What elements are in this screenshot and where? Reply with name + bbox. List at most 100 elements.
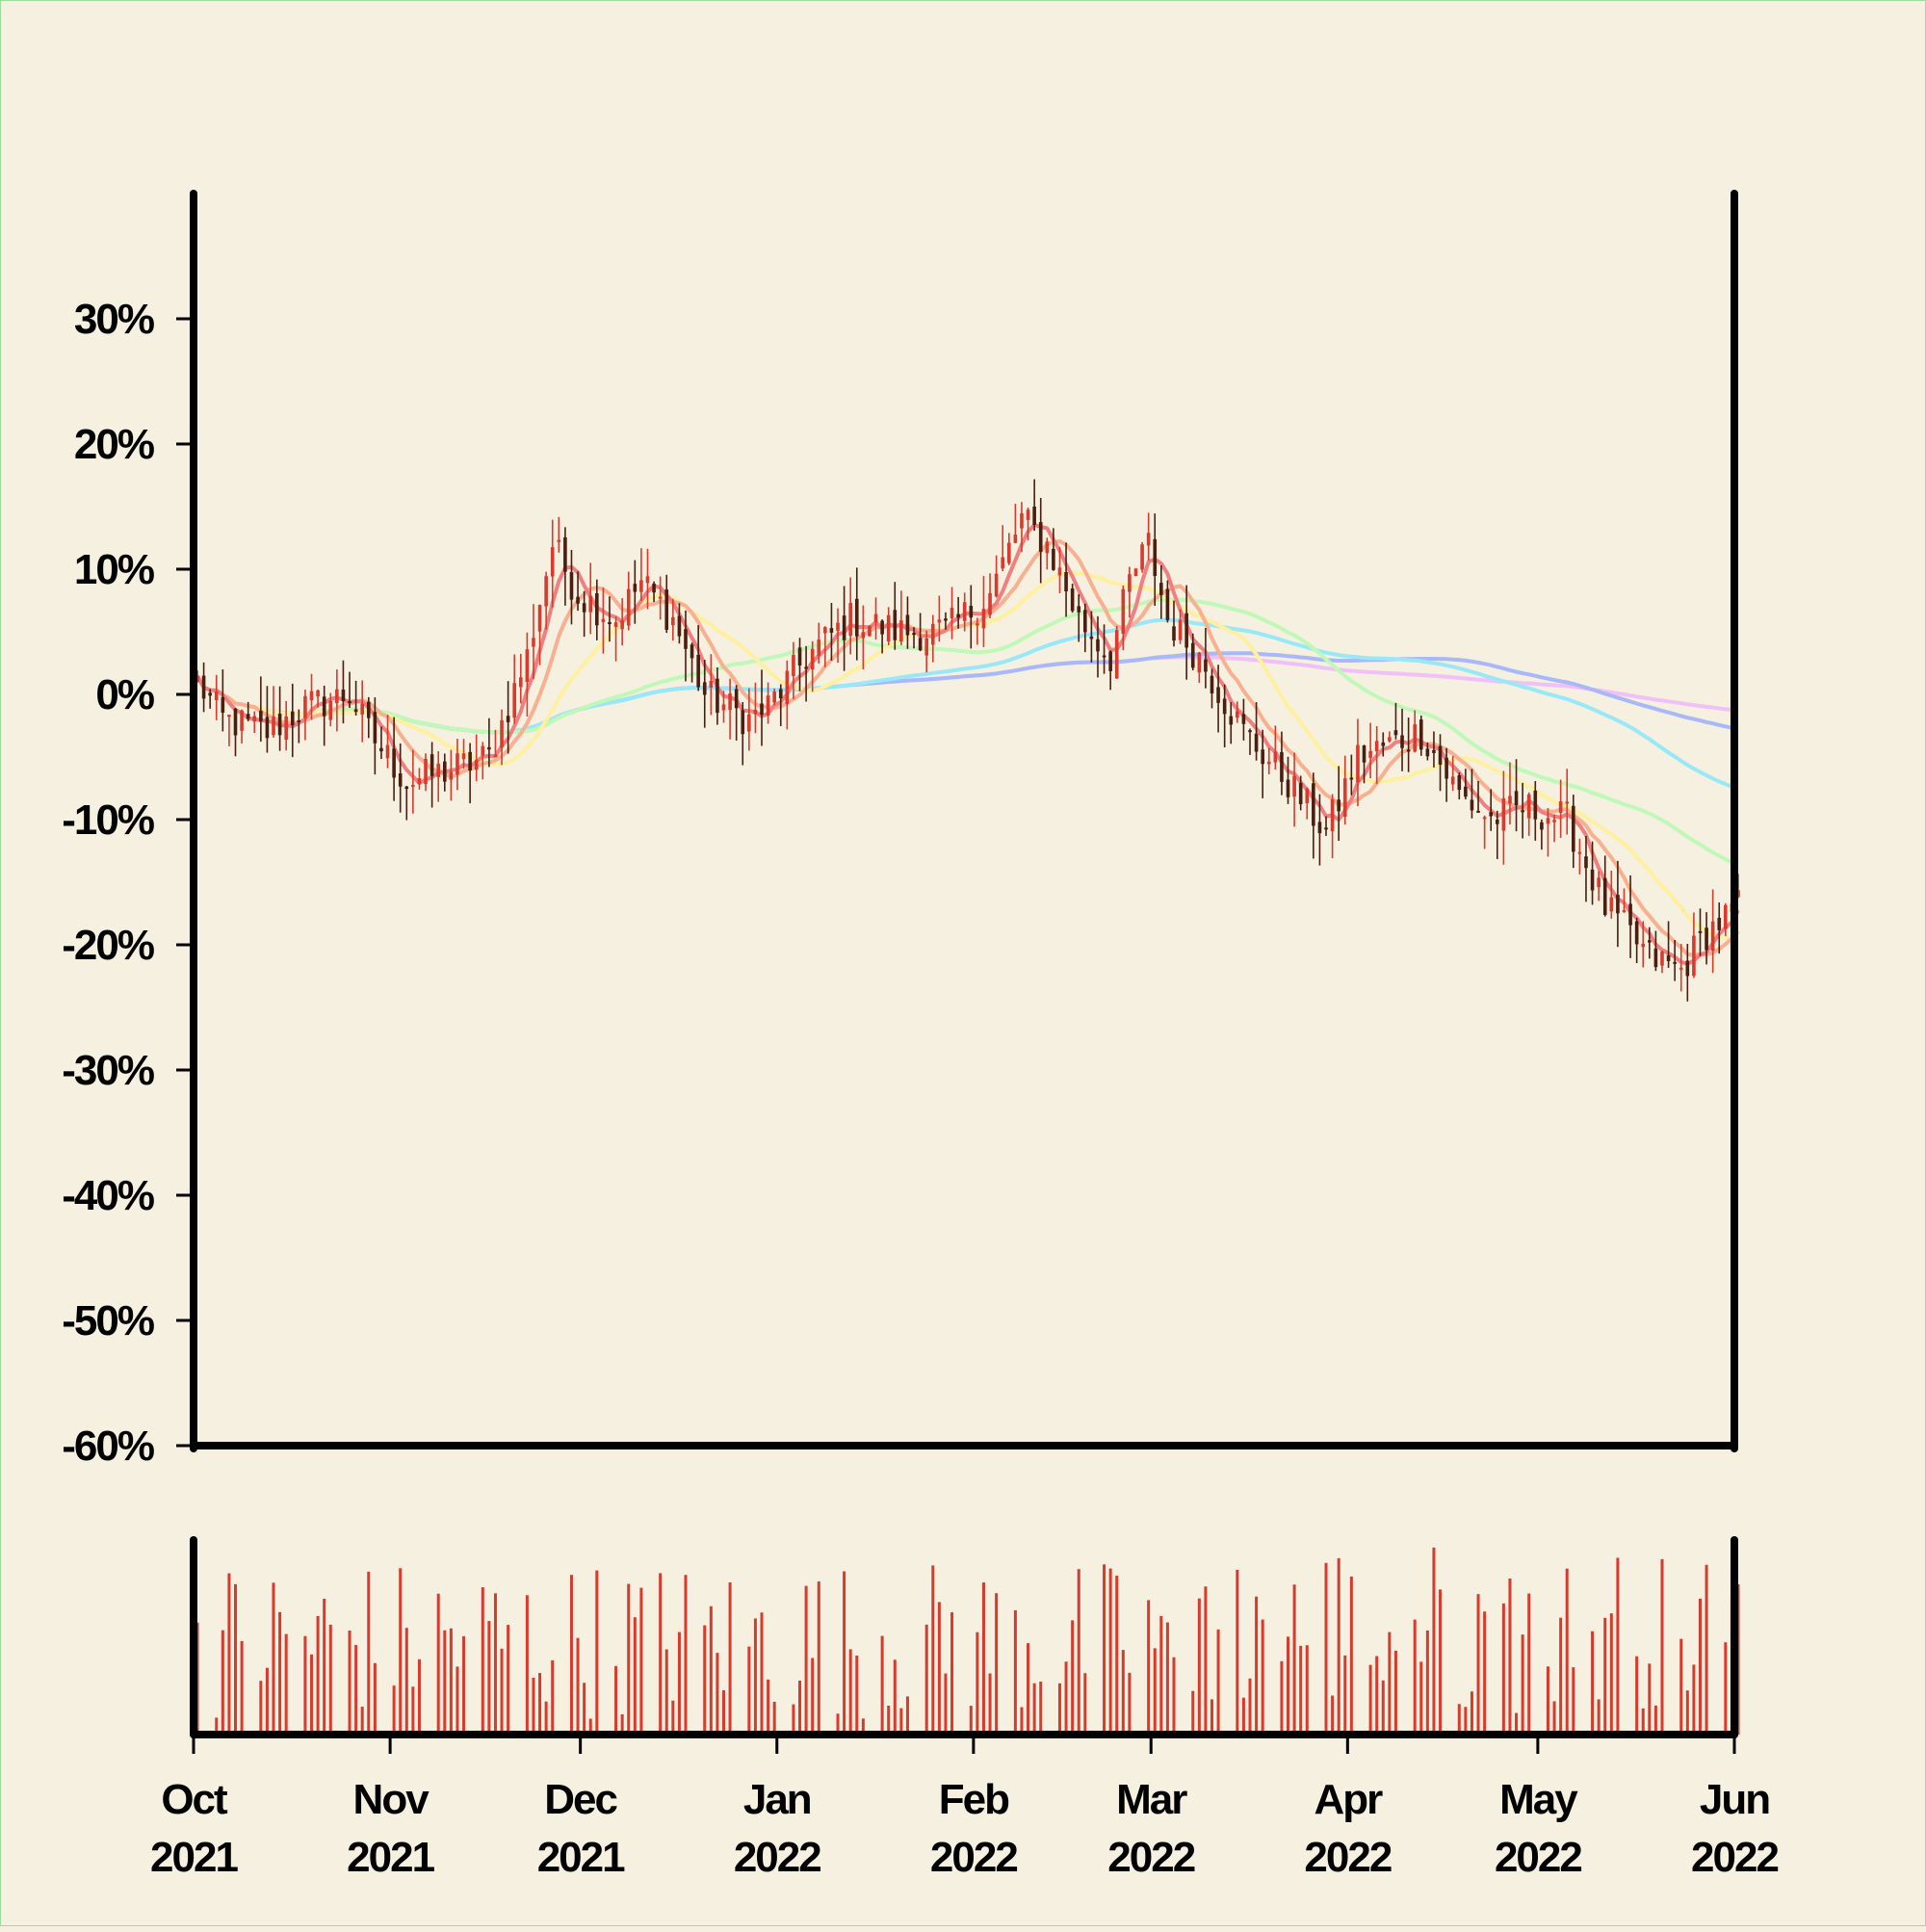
candle-body — [1400, 735, 1404, 748]
candle-body — [1362, 745, 1366, 763]
candle — [1393, 702, 1398, 740]
candle-body — [994, 573, 999, 597]
candle — [981, 576, 986, 647]
candle — [1444, 747, 1448, 802]
candle — [398, 743, 403, 813]
volume-bar — [1476, 1594, 1480, 1735]
candle — [411, 749, 415, 814]
candle — [1457, 772, 1462, 800]
volume-bar — [937, 1602, 941, 1735]
candle — [1374, 725, 1379, 784]
candle — [1717, 902, 1722, 954]
candle-body — [328, 700, 333, 720]
candle-body — [518, 677, 523, 688]
candle-body — [785, 670, 790, 705]
candle — [424, 753, 428, 792]
candle-body — [690, 644, 694, 659]
x-tick-month-label: Jan — [743, 1776, 811, 1823]
candle — [861, 605, 866, 670]
candle — [1273, 725, 1278, 770]
candle-body — [842, 615, 846, 640]
candle-body — [1273, 751, 1278, 763]
candle-body — [766, 695, 770, 716]
candle-body — [1197, 652, 1202, 673]
candle — [277, 686, 282, 751]
volume-bar — [234, 1583, 238, 1735]
candle — [1634, 918, 1639, 964]
candle — [1324, 816, 1328, 836]
volume-bar — [310, 1654, 314, 1735]
volume-bar — [348, 1631, 351, 1735]
candle-body — [595, 593, 599, 626]
candle — [1546, 808, 1550, 857]
volume-bar — [1616, 1557, 1620, 1735]
y-tick-label: -20% — [62, 922, 154, 969]
volume-bar — [399, 1568, 403, 1735]
volume-bar — [1591, 1631, 1595, 1735]
candle — [778, 684, 783, 726]
volume-bar — [1191, 1690, 1195, 1735]
candle-body — [944, 618, 948, 621]
y-tick-label: 30% — [74, 296, 154, 343]
candle — [1001, 525, 1005, 572]
candle — [1165, 580, 1170, 623]
candle — [1400, 708, 1404, 771]
candle-body — [1045, 541, 1050, 554]
candle — [1026, 507, 1030, 541]
candle — [309, 673, 314, 720]
candle — [246, 701, 250, 721]
candle-body — [817, 640, 821, 656]
candle-body — [1292, 775, 1296, 797]
candle — [1464, 769, 1468, 799]
candle-body — [341, 690, 346, 702]
candle-body — [1406, 749, 1411, 752]
volume-bar — [899, 1708, 903, 1735]
candle — [1540, 819, 1544, 850]
candle — [1698, 908, 1703, 956]
candle — [1590, 841, 1595, 905]
candle — [468, 743, 472, 804]
candle — [1356, 718, 1360, 807]
volume-bar — [1685, 1690, 1689, 1735]
candle-body — [854, 598, 859, 637]
candle — [633, 560, 638, 624]
candle — [924, 630, 929, 673]
volume-bar — [988, 1673, 992, 1735]
candle-body — [1616, 895, 1620, 914]
candle-body — [1622, 910, 1627, 913]
volume-bar — [1388, 1632, 1392, 1735]
candle-body — [1526, 794, 1531, 819]
candle-body — [645, 576, 650, 584]
volume-bar — [1261, 1619, 1264, 1735]
candle — [512, 654, 517, 724]
candle — [1362, 744, 1366, 784]
candle-body — [588, 596, 593, 613]
candle-body — [1096, 639, 1100, 652]
candle — [1286, 756, 1290, 804]
candle — [690, 642, 694, 683]
candle-body — [1501, 797, 1506, 831]
candle-body — [429, 754, 434, 776]
volume-bar — [544, 1701, 548, 1735]
x-tick-year-label: 2021 — [347, 1834, 434, 1881]
volume-bar — [633, 1617, 637, 1735]
candle-body — [1648, 940, 1652, 943]
volume-bar — [855, 1655, 859, 1735]
candle-body — [221, 696, 225, 714]
candle — [1368, 722, 1372, 779]
volume-bar — [861, 1718, 865, 1735]
candle-body — [1381, 742, 1386, 746]
volume-bar — [1165, 1622, 1169, 1735]
candle — [1724, 902, 1728, 937]
candle-body — [563, 536, 567, 572]
candle — [1197, 651, 1202, 684]
volume-bar — [1432, 1547, 1436, 1735]
volume-bar — [1032, 1683, 1036, 1735]
candle-body — [1521, 810, 1524, 813]
candle-body — [417, 778, 422, 784]
volume-bar — [367, 1571, 371, 1735]
volume-bar — [1470, 1691, 1473, 1735]
candle — [677, 603, 682, 644]
volume-bar — [449, 1628, 453, 1735]
volume-bar — [1115, 1576, 1119, 1735]
